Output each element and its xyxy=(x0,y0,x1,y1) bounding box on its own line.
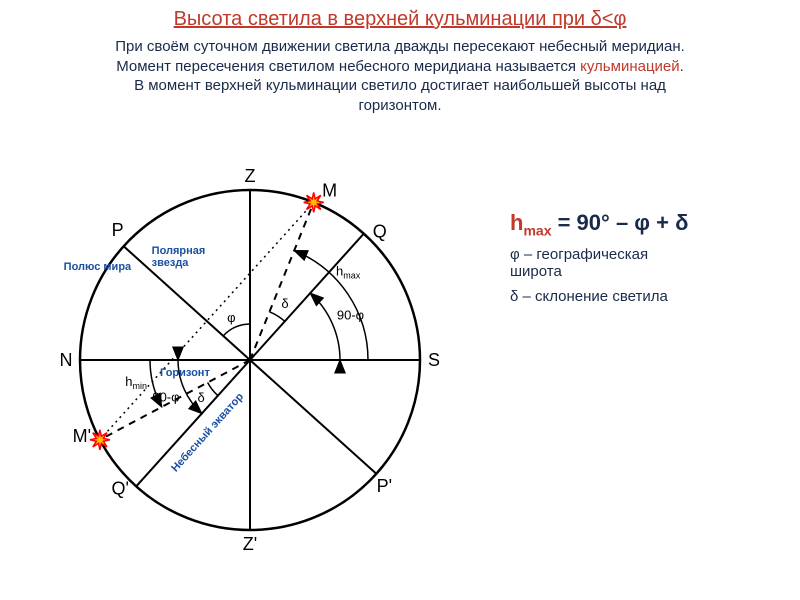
svg-text:δ: δ xyxy=(281,296,288,311)
svg-text:90-φ: 90-φ xyxy=(152,389,179,404)
culmination-word: кульминацией xyxy=(580,58,679,75)
svg-text:φ: φ xyxy=(227,310,235,325)
formula: hmax = 90° – φ + δ xyxy=(510,210,770,238)
svg-text:M': M' xyxy=(73,426,91,446)
svg-text:δ: δ xyxy=(198,390,205,405)
svg-text:Q: Q xyxy=(373,222,387,242)
intro-line2a: Момент пересечения светилом небесного ме… xyxy=(116,58,580,75)
svg-text:Q': Q' xyxy=(112,478,129,498)
intro-line4: горизонтом. xyxy=(358,97,441,114)
svg-text:Z: Z xyxy=(245,166,256,186)
svg-text:S: S xyxy=(428,350,440,370)
legend-phi-l1: φ – географическая xyxy=(510,246,648,263)
legend-phi: φ – географическая широта xyxy=(510,246,770,280)
svg-text:P': P' xyxy=(377,476,392,496)
legend-delta: δ – склонение светила xyxy=(510,288,770,305)
svg-text:Z': Z' xyxy=(243,534,257,554)
svg-text:Полюс мира: Полюс мира xyxy=(64,261,132,273)
svg-text:P: P xyxy=(112,220,124,240)
intro-text: При своём суточном движении светила дваж… xyxy=(18,37,782,115)
intro-line2c: . xyxy=(680,58,684,75)
intro-line3: В момент верхней кульминации светило дос… xyxy=(134,77,666,94)
svg-text:Небесный экватор: Небесный экватор xyxy=(169,391,246,475)
svg-text:hmin: hmin xyxy=(125,374,147,391)
formula-sub: max xyxy=(523,222,551,238)
svg-text:M: M xyxy=(322,180,337,200)
formula-block: hmax = 90° – φ + δ φ – географическая ши… xyxy=(510,210,770,305)
legend-phi-l2: широта xyxy=(510,263,562,280)
svg-text:Полярная: Полярная xyxy=(152,245,206,257)
svg-text:N: N xyxy=(60,350,73,370)
svg-text:Горизонт: Горизонт xyxy=(160,367,210,379)
formula-rhs: = 90° – φ + δ xyxy=(551,210,688,235)
svg-text:90-φ: 90-φ xyxy=(337,307,364,322)
page-title: Высота светила в верхней кульминации при… xyxy=(0,8,800,31)
intro-line1: При своём суточном движении светила дваж… xyxy=(115,38,685,55)
svg-text:звезда: звезда xyxy=(152,257,190,269)
svg-text:hmax: hmax xyxy=(336,264,361,281)
celestial-sphere-diagram: Z Z' N S P P' Q Q' M M' φ δ 90-φ hmax 90-φ δ hmin Полярна… xyxy=(30,150,470,590)
formula-h: h xyxy=(510,210,523,235)
